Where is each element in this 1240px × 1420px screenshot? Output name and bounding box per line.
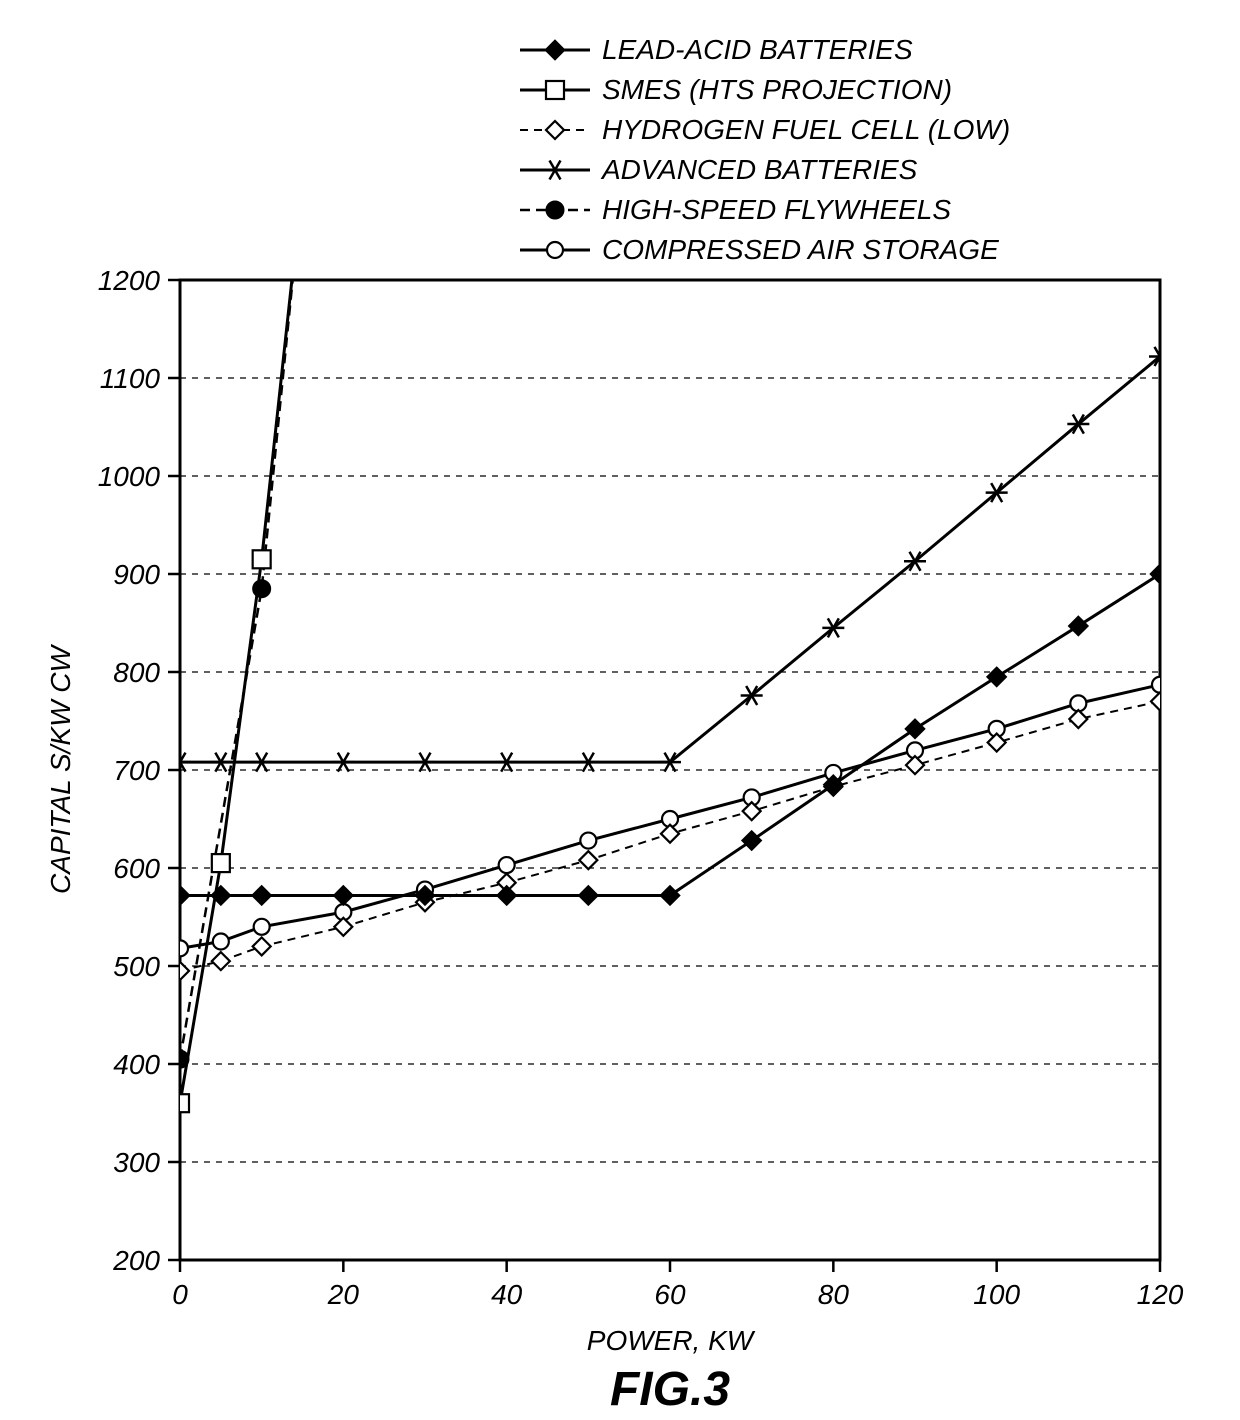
y-tick-label: 400 [113,1049,160,1080]
chart-svg: 0 20 40 60 80 100 120 200 300 400 500 600 700 800 900 1… [0,0,1240,1420]
y-tick-label: 800 [113,657,160,688]
x-tick-label: 0 [172,1279,188,1310]
y-tick-label: 900 [113,559,160,590]
x-tick-label: 120 [1137,1279,1184,1310]
y-tick-label: 300 [113,1147,160,1178]
figure-title: FIG.3 [610,1363,730,1416]
x-tick-label: 80 [818,1279,850,1310]
x-tick-label: 20 [327,1279,360,1310]
legend-label: SMES (HTS PROJECTION) [602,74,952,105]
figure-container: 0 20 40 60 80 100 120 200 300 400 500 600 700 800 900 1… [0,0,1240,1420]
legend-label: LEAD-ACID BATTERIES [602,34,913,65]
y-tick-label: 1000 [98,461,161,492]
y-tick-label: 700 [113,755,160,786]
x-tick-label: 40 [491,1279,523,1310]
y-tick-label: 200 [112,1245,160,1276]
y-tick-label: 1200 [98,265,161,296]
x-tick-label: 60 [654,1279,686,1310]
legend-label: HIGH-SPEED FLYWHEELS [602,194,951,225]
legend-label: ADVANCED BATTERIES [600,154,918,185]
x-tick-label: 100 [973,1279,1020,1310]
y-tick-label: 500 [113,951,160,982]
y-tick-label: 600 [113,853,160,884]
y-axis-label: CAPITAL S/KW CW [45,643,76,893]
legend-label: COMPRESSED AIR STORAGE [602,234,999,265]
legend-label: HYDROGEN FUEL CELL (LOW) [602,114,1010,145]
x-axis-label: POWER, KW [587,1325,756,1356]
y-tick-label: 1100 [100,363,161,394]
